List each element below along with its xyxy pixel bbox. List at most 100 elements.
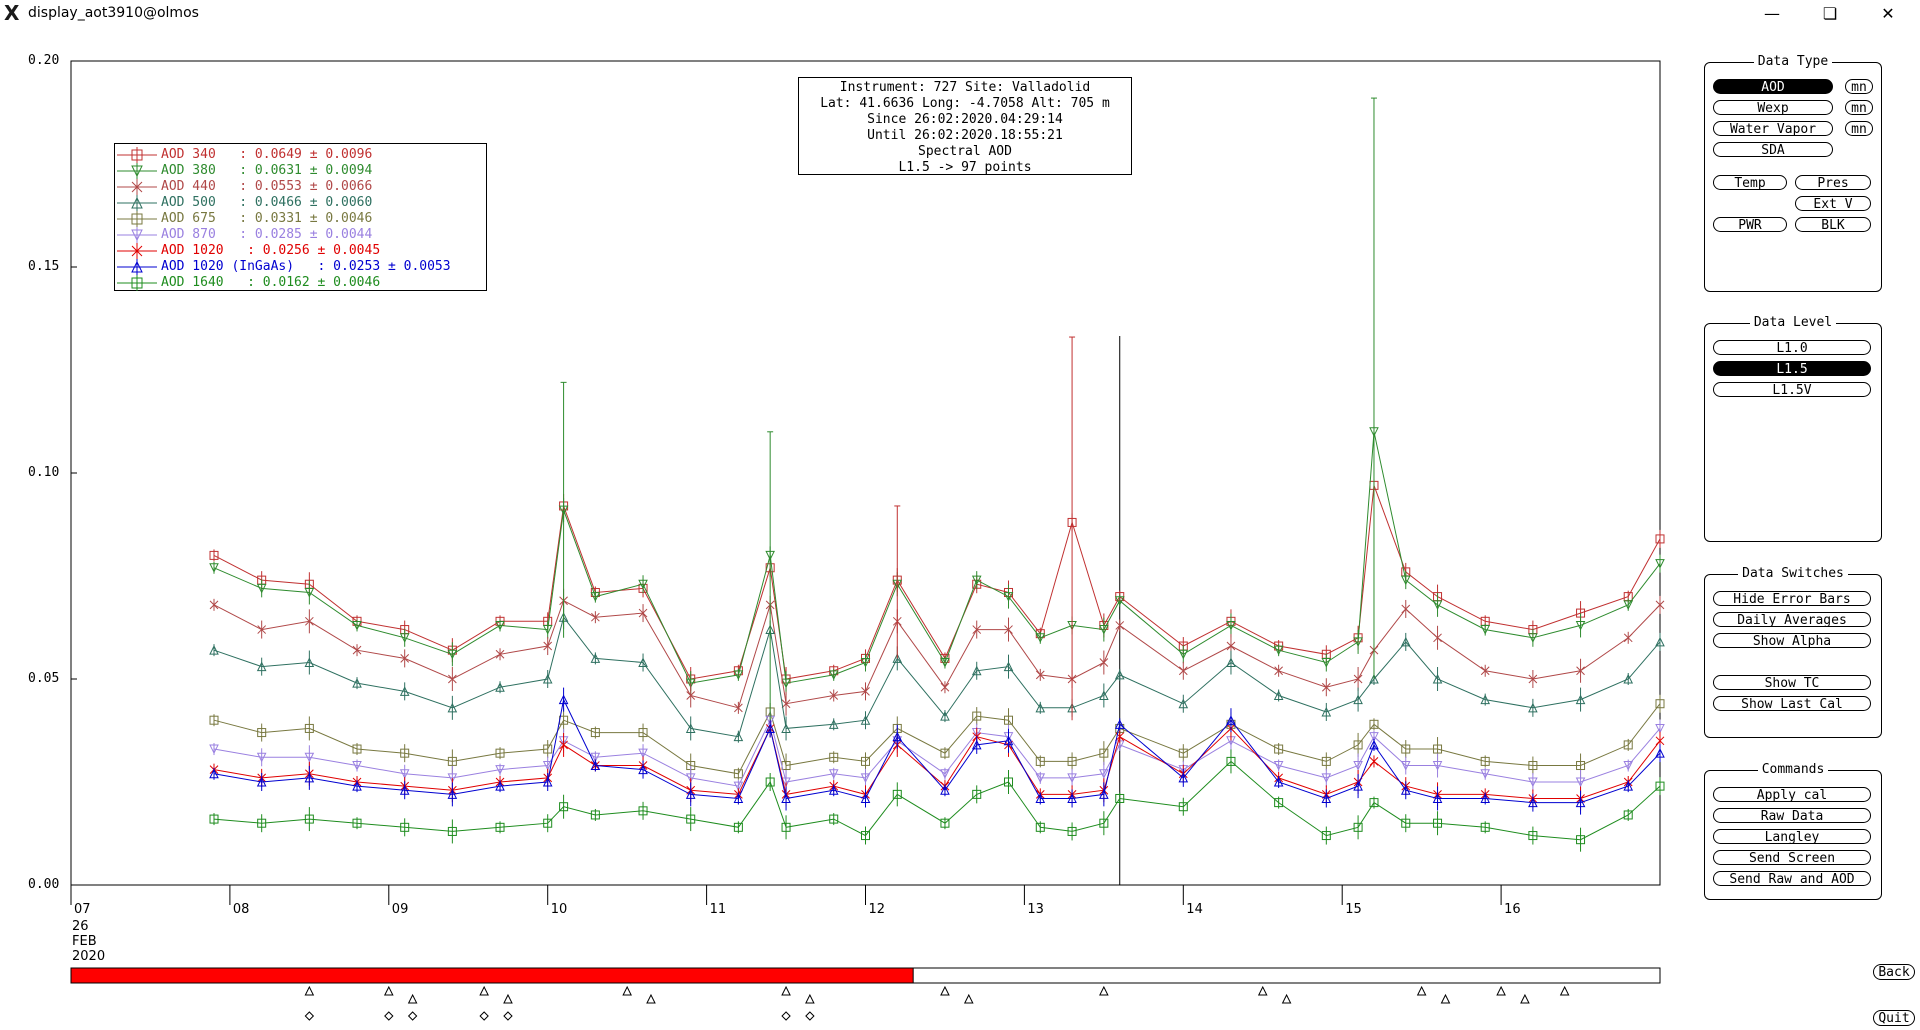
temp-button[interactable]: Temp [1713, 175, 1787, 191]
data-point [1226, 641, 1236, 651]
data-point [1480, 756, 1490, 766]
legend-entry: AOD 340 : 0.0649 ± 0.0096 [115, 147, 483, 163]
restore-button[interactable]: ❏ [1810, 2, 1850, 26]
data-point [1432, 793, 1443, 803]
aod-button[interactable]: AOD [1713, 79, 1833, 95]
restore-icon: ❏ [1822, 4, 1838, 23]
data-point [209, 768, 219, 779]
langley-button[interactable]: Langley [1713, 829, 1871, 845]
x11-icon: X [4, 1, 20, 25]
x-tick-label: 14 [1186, 902, 1203, 917]
data-point [1433, 818, 1443, 828]
blk-button[interactable]: BLK [1795, 217, 1871, 233]
data-point [1655, 748, 1665, 758]
data-type-title: Data Type [1753, 54, 1833, 69]
data-point [1623, 810, 1633, 820]
data-point [1623, 673, 1634, 684]
data-point [638, 657, 648, 668]
data-point [1273, 690, 1284, 700]
pres-button[interactable]: Pres [1795, 175, 1871, 191]
data-point [1655, 636, 1665, 647]
data-point [1480, 666, 1490, 676]
legend-symbol [117, 211, 157, 227]
level-l1-0-button[interactable]: L1.0 [1713, 340, 1871, 356]
data-point [685, 723, 696, 733]
data-point [972, 625, 982, 634]
data-point [399, 633, 410, 643]
x-tick-label: 10 [550, 902, 568, 917]
legend-symbol [117, 195, 157, 211]
legend-symbol [117, 259, 157, 275]
data-point [1528, 761, 1538, 771]
back-button[interactable]: Back [1873, 964, 1915, 980]
data-point [892, 731, 903, 742]
data-point [495, 765, 505, 775]
data-point [257, 818, 267, 828]
data-point [1273, 645, 1284, 656]
minimize-button[interactable]: — [1752, 2, 1792, 26]
close-button[interactable]: ✕ [1868, 2, 1908, 26]
data-point [591, 612, 600, 622]
data-point [828, 670, 839, 680]
data-point [1655, 534, 1665, 544]
wexp-mn-button[interactable]: mn [1845, 100, 1873, 116]
data-point [1226, 756, 1236, 766]
x-tick-label: 13 [1027, 902, 1044, 917]
data-switches-title: Data Switches [1738, 566, 1848, 581]
wexp-button[interactable]: Wexp [1713, 100, 1833, 116]
show-tc-button[interactable]: Show TC [1713, 675, 1871, 691]
send-raw-and-aod-button[interactable]: Send Raw and AOD [1713, 871, 1871, 887]
level-l1-5-button[interactable]: L1.5 [1713, 361, 1871, 377]
data-point [1369, 798, 1379, 808]
data-point [1623, 600, 1634, 610]
data-point [1623, 633, 1633, 643]
level-l1-5v-button[interactable]: L1.5V [1713, 382, 1871, 398]
daily-averages-button[interactable]: Daily Averages [1713, 612, 1871, 628]
x-tick-label: 09 [391, 902, 409, 917]
data-point [304, 752, 315, 763]
data-point [1480, 769, 1491, 779]
legend-entry: AOD 380 : 0.0631 ± 0.0094 [115, 163, 483, 179]
legend-label: AOD 500 : 0.0466 ± 0.0060 [161, 195, 373, 210]
raw-data-button[interactable]: Raw Data [1713, 808, 1871, 824]
title-bar: X display_aot3910@olmos — ❏ ✕ [0, 0, 1920, 28]
timeline-marker-diamond [781, 1011, 791, 1021]
commands-title: Commands [1757, 762, 1829, 777]
show-last-cal-button[interactable]: Show Last Cal [1713, 696, 1871, 712]
data-point [1226, 715, 1236, 725]
series-line [213, 718, 1661, 787]
pwr-button[interactable]: PWR [1713, 217, 1787, 233]
sda-button[interactable]: SDA [1713, 142, 1833, 158]
ext-v-button[interactable]: Ext V [1795, 196, 1871, 212]
timeline-marker [1520, 993, 1530, 1004]
data-point [892, 653, 903, 663]
timeline-progress-fill [70, 967, 914, 984]
data-point [972, 711, 982, 721]
show-alpha-button[interactable]: Show Alpha [1713, 633, 1871, 649]
data-point [1369, 757, 1379, 766]
data-point [1178, 698, 1189, 709]
data-point [1099, 818, 1109, 828]
data-point [1623, 781, 1634, 791]
water-vapor-button[interactable]: Water Vapor [1713, 121, 1833, 137]
data-point [686, 691, 696, 700]
data-point [1400, 785, 1411, 795]
data-point [1353, 740, 1363, 750]
data-point [765, 777, 775, 787]
aod-mn-button[interactable]: mn [1845, 79, 1873, 95]
send-screen-button[interactable]: Send Screen [1713, 850, 1871, 866]
timeline-marker [805, 993, 815, 1004]
info-location: Lat: 41.6636 Long: -4.7058 Alt: 705 m [820, 96, 1110, 111]
timeline-marker [963, 993, 974, 1004]
water-vapor-mn-button[interactable]: mn [1845, 121, 1873, 137]
hide-error-bars-button[interactable]: Hide Error Bars [1713, 591, 1871, 607]
data-point [543, 744, 553, 754]
data-point [1226, 620, 1236, 631]
data-point [1178, 802, 1188, 812]
series-line [213, 703, 1661, 775]
data-point [495, 748, 505, 758]
quit-button[interactable]: Quit [1873, 1010, 1915, 1026]
apply-cal-button[interactable]: Apply cal [1713, 787, 1871, 803]
legend-label: AOD 870 : 0.0285 ± 0.0044 [161, 227, 373, 242]
data-point [1003, 735, 1014, 746]
